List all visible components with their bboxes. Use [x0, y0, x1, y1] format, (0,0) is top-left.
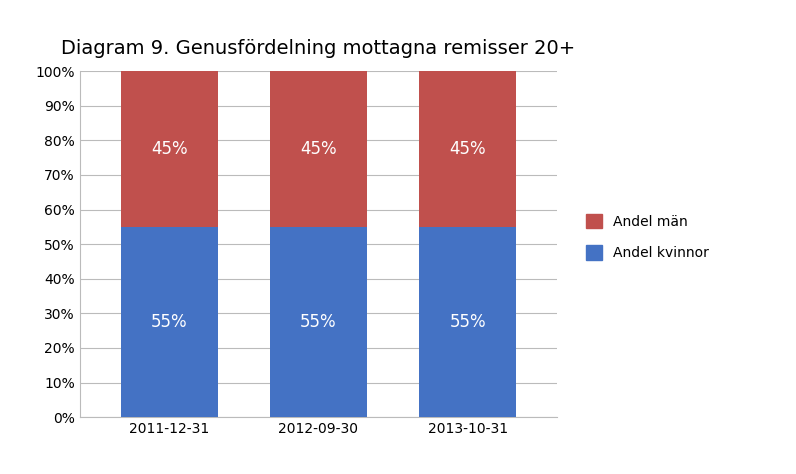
Text: 45%: 45% — [150, 140, 188, 158]
Title: Diagram 9. Genusfördelning mottagna remisser 20+: Diagram 9. Genusfördelning mottagna remi… — [61, 39, 576, 58]
Bar — [121, 227, 217, 417]
Text: 55%: 55% — [300, 313, 337, 331]
Bar — [270, 71, 367, 227]
Bar — [419, 227, 516, 417]
Bar — [419, 71, 516, 227]
Text: 45%: 45% — [300, 140, 337, 158]
Legend: Andel män, Andel kvinnor: Andel män, Andel kvinnor — [580, 208, 715, 266]
Bar — [270, 227, 367, 417]
Text: 55%: 55% — [449, 313, 486, 331]
Text: 45%: 45% — [449, 140, 486, 158]
Bar — [121, 71, 217, 227]
Text: 55%: 55% — [150, 313, 188, 331]
